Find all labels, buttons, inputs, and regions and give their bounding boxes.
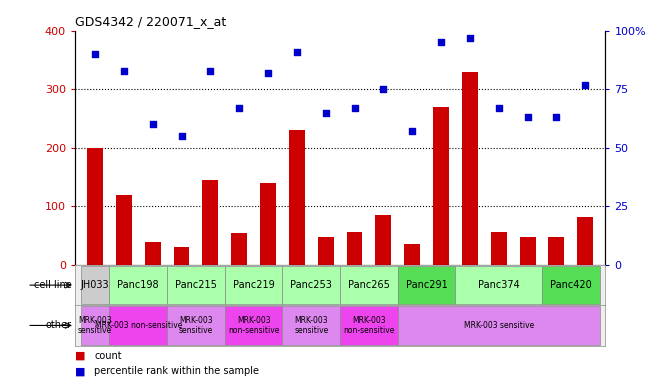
Bar — [404, 245, 420, 265]
Point — [580, 81, 590, 88]
Bar — [491, 232, 506, 265]
Text: ■: ■ — [75, 366, 85, 376]
Bar — [174, 247, 189, 265]
Text: Panc374: Panc374 — [478, 280, 519, 290]
Point — [292, 49, 302, 55]
Text: MRK-003
sensitive: MRK-003 sensitive — [78, 316, 112, 335]
Point — [118, 68, 129, 74]
Bar — [260, 183, 276, 265]
Text: Panc265: Panc265 — [348, 280, 390, 290]
Point — [350, 105, 360, 111]
Point — [234, 105, 244, 111]
Bar — [340, 306, 398, 345]
Bar — [318, 237, 334, 265]
Text: MRK-003
non-sensitive: MRK-003 non-sensitive — [228, 316, 279, 335]
Bar — [519, 237, 536, 265]
Point — [436, 39, 447, 45]
Bar — [376, 215, 391, 265]
Bar — [81, 266, 109, 305]
Bar — [549, 237, 564, 265]
Bar — [225, 266, 283, 305]
Bar — [116, 195, 132, 265]
Bar — [398, 266, 456, 305]
Text: MRK-003 sensitive: MRK-003 sensitive — [464, 321, 534, 330]
Text: other: other — [46, 320, 72, 331]
Point — [522, 114, 533, 121]
Text: MRK-003
sensitive: MRK-003 sensitive — [179, 316, 213, 335]
Point — [378, 86, 389, 92]
Bar — [346, 232, 363, 265]
Bar — [87, 148, 103, 265]
Bar — [433, 107, 449, 265]
Text: MRK-003 non-sensitive: MRK-003 non-sensitive — [94, 321, 182, 330]
Text: cell line: cell line — [34, 280, 72, 290]
Point — [205, 68, 215, 74]
Bar — [231, 233, 247, 265]
Point — [465, 35, 475, 41]
Point — [263, 70, 273, 76]
Bar — [542, 266, 600, 305]
Bar — [283, 306, 340, 345]
Bar — [225, 306, 283, 345]
Text: count: count — [94, 351, 122, 361]
Bar — [109, 306, 167, 345]
Bar — [283, 266, 340, 305]
Bar — [81, 306, 109, 345]
Bar — [289, 130, 305, 265]
Text: MRK-003
non-sensitive: MRK-003 non-sensitive — [343, 316, 395, 335]
Text: JH033: JH033 — [81, 280, 109, 290]
Bar — [462, 72, 478, 265]
Point — [493, 105, 504, 111]
Text: percentile rank within the sample: percentile rank within the sample — [94, 366, 259, 376]
Bar — [340, 266, 398, 305]
Bar — [577, 217, 593, 265]
Bar — [109, 266, 167, 305]
Bar — [167, 306, 225, 345]
Text: Panc291: Panc291 — [406, 280, 447, 290]
Bar — [145, 242, 161, 265]
Bar — [202, 180, 218, 265]
Text: Panc198: Panc198 — [117, 280, 159, 290]
Text: ■: ■ — [75, 351, 85, 361]
Point — [320, 109, 331, 116]
Point — [90, 51, 100, 57]
Text: Panc215: Panc215 — [175, 280, 217, 290]
Bar — [398, 306, 600, 345]
Point — [148, 121, 158, 127]
Point — [176, 133, 187, 139]
Bar — [167, 266, 225, 305]
Point — [551, 114, 562, 121]
Text: Panc219: Panc219 — [233, 280, 275, 290]
Bar — [456, 266, 542, 305]
Text: Panc253: Panc253 — [290, 280, 332, 290]
Text: Panc420: Panc420 — [550, 280, 592, 290]
Text: MRK-003
sensitive: MRK-003 sensitive — [294, 316, 329, 335]
Text: GDS4342 / 220071_x_at: GDS4342 / 220071_x_at — [75, 15, 226, 28]
Point — [407, 128, 417, 134]
